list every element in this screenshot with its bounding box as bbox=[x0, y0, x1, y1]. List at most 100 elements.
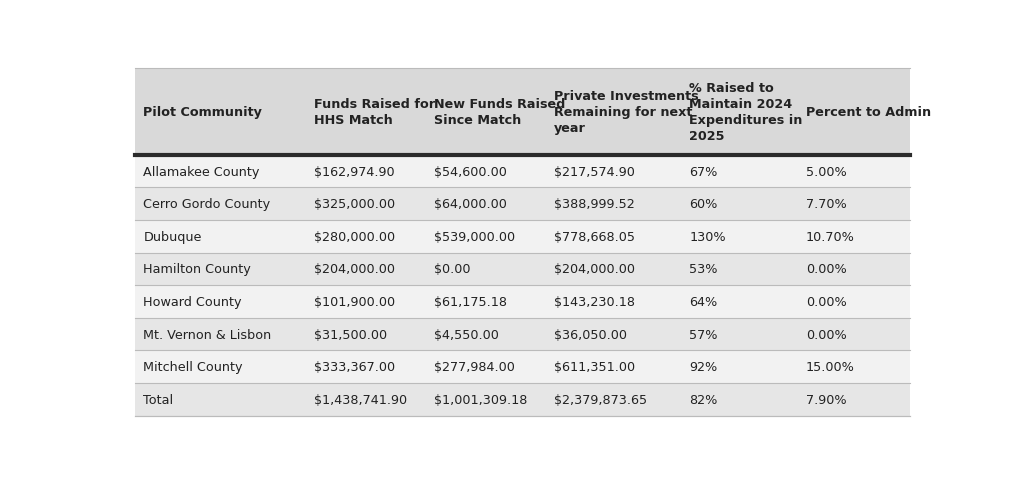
Text: $539,000.00: $539,000.00 bbox=[433, 230, 515, 243]
Bar bbox=[136, 188, 306, 221]
Bar bbox=[426, 156, 545, 188]
Bar bbox=[306, 156, 426, 188]
Text: $54,600.00: $54,600.00 bbox=[433, 165, 506, 178]
Bar bbox=[797, 351, 909, 383]
Bar bbox=[306, 188, 426, 221]
Text: $61,175.18: $61,175.18 bbox=[433, 295, 506, 308]
Text: Pilot Community: Pilot Community bbox=[143, 106, 262, 119]
Bar bbox=[545, 156, 681, 188]
Text: $1,438,741.90: $1,438,741.90 bbox=[314, 393, 407, 406]
Bar bbox=[306, 221, 426, 253]
Text: 7.90%: 7.90% bbox=[805, 393, 846, 406]
Bar bbox=[681, 188, 797, 221]
Text: Hamilton County: Hamilton County bbox=[143, 263, 251, 276]
Text: $280,000.00: $280,000.00 bbox=[314, 230, 394, 243]
Bar bbox=[306, 286, 426, 318]
Text: $31,500.00: $31,500.00 bbox=[314, 328, 386, 341]
Text: Mitchell County: Mitchell County bbox=[143, 360, 243, 373]
Bar bbox=[306, 351, 426, 383]
Text: $2,379,873.65: $2,379,873.65 bbox=[553, 393, 646, 406]
Bar bbox=[681, 156, 797, 188]
Text: $325,000.00: $325,000.00 bbox=[314, 198, 394, 211]
Text: Allamakee County: Allamakee County bbox=[143, 165, 260, 178]
Text: 82%: 82% bbox=[689, 393, 717, 406]
Text: $0.00: $0.00 bbox=[433, 263, 470, 276]
Text: Funds Raised for
HHS Match: Funds Raised for HHS Match bbox=[314, 97, 434, 127]
Bar bbox=[797, 253, 909, 286]
Text: 0.00%: 0.00% bbox=[805, 263, 846, 276]
Bar bbox=[545, 253, 681, 286]
Text: Dubuque: Dubuque bbox=[143, 230, 202, 243]
Bar bbox=[306, 69, 426, 156]
Text: Private Investments
Remaining for next
year: Private Investments Remaining for next y… bbox=[553, 90, 698, 134]
Bar bbox=[426, 351, 545, 383]
Bar bbox=[545, 188, 681, 221]
Bar bbox=[545, 286, 681, 318]
Bar bbox=[136, 351, 306, 383]
Bar bbox=[426, 383, 545, 416]
Bar bbox=[797, 383, 909, 416]
Text: $101,900.00: $101,900.00 bbox=[314, 295, 394, 308]
Text: $204,000.00: $204,000.00 bbox=[314, 263, 394, 276]
Text: $1,001,309.18: $1,001,309.18 bbox=[433, 393, 527, 406]
Bar bbox=[306, 253, 426, 286]
Text: Mt. Vernon & Lisbon: Mt. Vernon & Lisbon bbox=[143, 328, 271, 341]
Text: 64%: 64% bbox=[689, 295, 717, 308]
Bar bbox=[797, 286, 909, 318]
Bar bbox=[797, 318, 909, 351]
Text: $204,000.00: $204,000.00 bbox=[553, 263, 634, 276]
Text: 0.00%: 0.00% bbox=[805, 328, 846, 341]
Text: 57%: 57% bbox=[689, 328, 717, 341]
Bar bbox=[681, 221, 797, 253]
Bar bbox=[426, 318, 545, 351]
Text: $143,230.18: $143,230.18 bbox=[553, 295, 634, 308]
Bar bbox=[681, 318, 797, 351]
Bar bbox=[426, 188, 545, 221]
Text: $64,000.00: $64,000.00 bbox=[433, 198, 506, 211]
Text: $36,050.00: $36,050.00 bbox=[553, 328, 627, 341]
Bar bbox=[545, 221, 681, 253]
Text: 10.70%: 10.70% bbox=[805, 230, 854, 243]
Text: 92%: 92% bbox=[689, 360, 717, 373]
Text: 67%: 67% bbox=[689, 165, 717, 178]
Bar bbox=[797, 221, 909, 253]
Bar bbox=[545, 383, 681, 416]
Bar bbox=[306, 318, 426, 351]
Bar bbox=[545, 318, 681, 351]
Bar bbox=[426, 69, 545, 156]
Bar bbox=[797, 188, 909, 221]
Bar bbox=[306, 383, 426, 416]
Bar bbox=[136, 156, 306, 188]
Bar bbox=[426, 286, 545, 318]
Text: Total: Total bbox=[143, 393, 173, 406]
Bar bbox=[136, 69, 306, 156]
Text: $4,550.00: $4,550.00 bbox=[433, 328, 498, 341]
Bar bbox=[545, 69, 681, 156]
Text: % Raised to
Maintain 2024
Expenditures in
2025: % Raised to Maintain 2024 Expenditures i… bbox=[689, 82, 802, 143]
Bar bbox=[681, 351, 797, 383]
Text: 7.70%: 7.70% bbox=[805, 198, 846, 211]
Text: $333,367.00: $333,367.00 bbox=[314, 360, 394, 373]
Bar bbox=[136, 253, 306, 286]
Text: $217,574.90: $217,574.90 bbox=[553, 165, 634, 178]
Bar bbox=[681, 69, 797, 156]
Bar bbox=[426, 253, 545, 286]
Text: Howard County: Howard County bbox=[143, 295, 242, 308]
Bar bbox=[545, 351, 681, 383]
Bar bbox=[136, 221, 306, 253]
Text: 15.00%: 15.00% bbox=[805, 360, 854, 373]
Bar bbox=[136, 318, 306, 351]
Text: 0.00%: 0.00% bbox=[805, 295, 846, 308]
Bar bbox=[681, 383, 797, 416]
Text: 60%: 60% bbox=[689, 198, 717, 211]
Bar bbox=[136, 383, 306, 416]
Bar bbox=[797, 69, 909, 156]
Bar bbox=[136, 286, 306, 318]
Bar bbox=[681, 253, 797, 286]
Text: $277,984.00: $277,984.00 bbox=[433, 360, 515, 373]
Text: Cerro Gordo County: Cerro Gordo County bbox=[143, 198, 270, 211]
Bar bbox=[426, 221, 545, 253]
Text: Percent to Admin: Percent to Admin bbox=[805, 106, 930, 119]
Bar bbox=[797, 156, 909, 188]
Text: 53%: 53% bbox=[689, 263, 717, 276]
